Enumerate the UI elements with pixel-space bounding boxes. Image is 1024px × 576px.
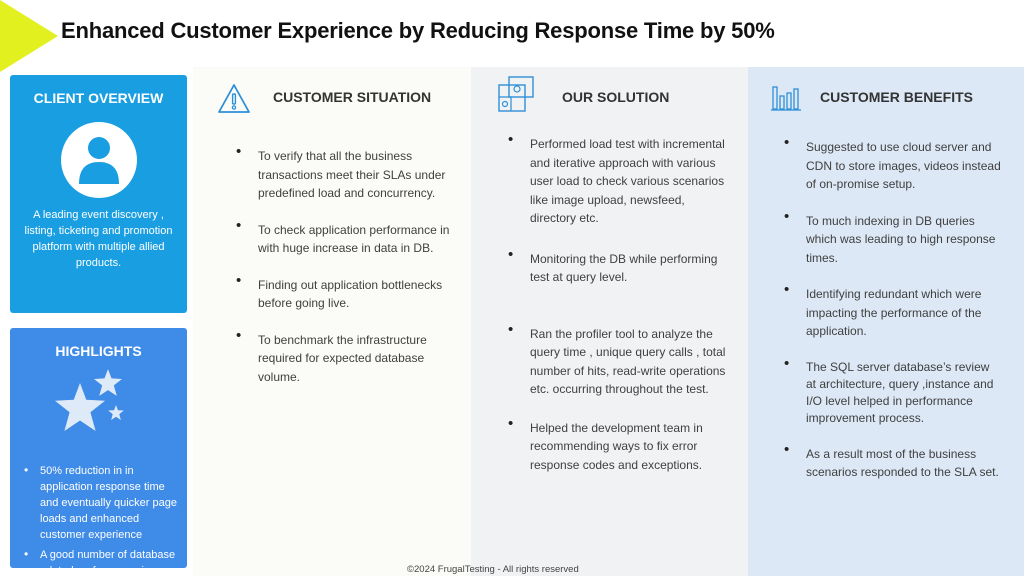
- list-item: A good number of database related perfor…: [22, 546, 181, 568]
- highlights-card: HIGHLIGHTS 50% reduction in in applicati…: [10, 328, 187, 568]
- customer-benefits-column: CUSTOMER BENEFITS Suggested to use cloud…: [748, 67, 1024, 576]
- puzzle-icon: [497, 75, 535, 118]
- list-item: Ran the profiler tool to analyze the que…: [505, 321, 730, 399]
- our-solution-heading: OUR SOLUTION: [562, 89, 670, 105]
- list-item: Helped the development team in recommend…: [505, 415, 730, 475]
- list-item: Identifying redundant which were impacti…: [781, 281, 1002, 341]
- customer-benefits-heading: CUSTOMER BENEFITS: [820, 89, 973, 105]
- client-overview-heading: CLIENT OVERVIEW: [33, 90, 164, 106]
- footer-copyright: ©2024 FrugalTesting - All rights reserve…: [407, 564, 579, 575]
- list-item: Suggested to use cloud server and CDN to…: [781, 134, 1002, 194]
- list-item: To much indexing in DB queries which was…: [781, 208, 1002, 268]
- customer-situation-column: CUSTOMER SITUATION To verify that all th…: [193, 67, 471, 576]
- list-item: Finding out application bottlenecks befo…: [233, 272, 453, 313]
- highlights-heading: HIGHLIGHTS: [55, 343, 142, 359]
- page-title: Enhanced Customer Experience by Reducing…: [61, 18, 775, 43]
- customer-situation-list: To verify that all the business transact…: [233, 143, 453, 404]
- our-solution-column: OUR SOLUTION Performed load test with in…: [471, 67, 748, 576]
- corner-accent-triangle: [0, 0, 58, 72]
- warning-triangle-icon: [217, 83, 251, 120]
- customer-benefits-list: Suggested to use cloud server and CDN to…: [781, 134, 1002, 500]
- list-item: 50% reduction in in application response…: [22, 462, 181, 543]
- list-item: The SQL server database’s review at arch…: [781, 355, 1002, 427]
- list-item: Performed load test with incremental and…: [505, 131, 730, 228]
- user-avatar-icon: [60, 122, 137, 198]
- bar-chart-icon: [770, 79, 802, 116]
- list-item: To verify that all the business transact…: [233, 143, 453, 203]
- our-solution-list: Performed load test with incremental and…: [505, 131, 730, 492]
- client-overview-text: A leading event discovery , listing, tic…: [24, 209, 173, 269]
- list-item: As a result most of the business scenari…: [781, 441, 1002, 482]
- highlights-list: 50% reduction in in application response…: [10, 455, 187, 568]
- customer-situation-heading: CUSTOMER SITUATION: [273, 89, 432, 105]
- list-item: To benchmark the infrastructure required…: [233, 327, 453, 387]
- list-item: To check application performance in with…: [233, 217, 453, 258]
- list-item: Monitoring the DB while performing test …: [505, 246, 730, 287]
- client-overview-card: CLIENT OVERVIEW A leading event discover…: [10, 75, 187, 313]
- stars-icon: [10, 365, 187, 455]
